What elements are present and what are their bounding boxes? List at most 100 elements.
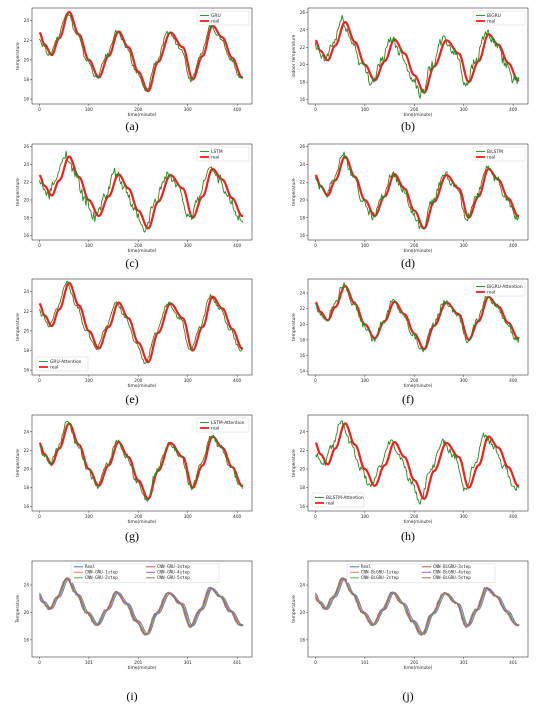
y-tick-label: 24 xyxy=(300,583,306,588)
x-axis-label: time(minute) xyxy=(128,112,157,118)
legend-label: CNN-GRU-2step xyxy=(85,575,118,580)
x-tick-label: 0 xyxy=(38,660,41,665)
y-tick-label: 16 xyxy=(24,504,30,509)
x-axis-label: time(minute) xyxy=(128,248,157,254)
y-axis-label: temperature xyxy=(15,313,21,341)
legend-label: CNN-BiGRU-1step xyxy=(361,570,399,575)
legend-box xyxy=(70,563,220,583)
panel-tag: (c) xyxy=(125,256,138,270)
plot-frame xyxy=(307,560,529,658)
panel-tag: (h) xyxy=(401,529,415,543)
series-line-real xyxy=(314,284,520,351)
x-tick-label: 301 xyxy=(184,660,192,665)
y-tick-label: 16 xyxy=(24,233,30,238)
legend-label: Real xyxy=(361,564,372,569)
x-tick-label: 300 xyxy=(184,514,192,519)
x-tick-label: 0 xyxy=(38,243,41,248)
x-tick-label: 300 xyxy=(184,243,192,248)
series-layer xyxy=(38,150,244,233)
y-tick-label: 20 xyxy=(24,467,30,472)
plot-frame xyxy=(307,7,529,105)
y-tick-label: 24 xyxy=(300,162,306,167)
series-line-CNN-GRU-2step xyxy=(39,577,244,636)
y-tick-label: 18 xyxy=(24,485,30,490)
x-tick-label: 400 xyxy=(233,378,241,383)
legend-label: real xyxy=(211,426,219,432)
x-tick-label: 200 xyxy=(134,243,142,248)
y-tick-label: 26 xyxy=(24,144,30,149)
x-tick-label: 200 xyxy=(410,514,418,519)
legend-label: real xyxy=(326,501,334,507)
chart-panel-f: 0 100 200 300 400 14 16 18 20 22 24 time(minute) tem… xyxy=(291,278,529,406)
series-line-real xyxy=(314,20,520,94)
legend-box xyxy=(472,10,526,26)
y-tick-label: 16 xyxy=(300,504,306,509)
chart-panel-b: 0 100 200 300 400 16 18 20 22 24 26 time(minute) ind… xyxy=(291,7,529,133)
y-tick-label: 16 xyxy=(300,637,306,642)
panel-tag: (j) xyxy=(402,689,413,703)
legend-label: CNN-BiGRU-4step xyxy=(433,570,471,575)
series-line-Real xyxy=(39,578,244,635)
y-axis-label: temperature xyxy=(15,42,21,70)
y-tick-label: 20 xyxy=(24,328,30,333)
panel-tag: (a) xyxy=(125,119,138,133)
x-tick-label: 100 xyxy=(85,378,93,383)
y-tick-label: 20 xyxy=(300,198,306,203)
y-tick-label: 18 xyxy=(300,485,306,490)
legend-box xyxy=(311,492,365,508)
plot-frame xyxy=(31,143,253,241)
y-tick-label: 18 xyxy=(24,348,30,353)
series-line-real xyxy=(38,281,244,364)
legend-label: real xyxy=(211,19,219,25)
series-layer xyxy=(38,280,244,365)
y-tick-label: 20 xyxy=(300,467,306,472)
x-tick-label: 200 xyxy=(410,107,418,112)
x-tick-label: 301 xyxy=(460,660,468,665)
x-tick-label: 100 xyxy=(85,514,93,519)
x-tick-label: 200 xyxy=(410,243,418,248)
chart-panel-g: 0 100 200 300 400 16 18 20 22 24 time(minute) tempe… xyxy=(15,414,253,543)
legend-label: CNN-BiGRU-5step xyxy=(433,575,471,580)
y-tick-label: 16 xyxy=(24,97,30,102)
chart-panel-h: 0 100 200 300 400 16 18 20 22 24 time(minute) tempe… xyxy=(291,414,529,543)
chart-panel-e: 0 100 200 300 400 16 18 20 22 24 time(minute) tempe… xyxy=(15,278,253,406)
y-tick-label: 24 xyxy=(300,429,306,434)
y-tick-label: 18 xyxy=(300,215,306,220)
x-tick-label: 0 xyxy=(314,378,317,383)
series-line-LSTM xyxy=(38,150,244,233)
series-line-real xyxy=(38,10,244,93)
legend-box xyxy=(472,146,526,162)
y-axis-label: temperature xyxy=(291,595,297,623)
y-tick-label: 26 xyxy=(300,10,306,15)
x-tick-label: 200 xyxy=(134,514,142,519)
series-line-CNN-GRU-1step xyxy=(39,578,244,635)
x-axis-label: time(minute) xyxy=(404,665,433,671)
chart-panel-c: 0 100 200 300 400 16 18 20 22 24 26 time(minute) tem… xyxy=(15,143,253,270)
series-layer xyxy=(314,14,520,99)
x-tick-label: 100 xyxy=(361,243,369,248)
y-tick-label: 24 xyxy=(24,583,30,588)
legend-label: BiLSTM-Attention xyxy=(326,495,364,501)
series-layer xyxy=(38,420,244,502)
y-tick-label: 20 xyxy=(300,322,306,327)
panel-tag: (i) xyxy=(126,689,137,703)
legend-label: CNN-BiGRU-2step xyxy=(361,575,399,580)
legend-box xyxy=(472,281,526,297)
legend-label: BiLSTM xyxy=(487,149,503,155)
panel-tag: (g) xyxy=(125,529,139,543)
y-tick-label: 22 xyxy=(300,180,306,185)
plot-frame xyxy=(307,278,529,376)
y-tick-label: 24 xyxy=(300,27,306,32)
y-tick-label: 24 xyxy=(300,291,306,296)
y-tick-label: 22 xyxy=(24,309,30,314)
x-tick-label: 300 xyxy=(460,243,468,248)
x-tick-label: 400 xyxy=(509,378,517,383)
x-tick-label: 200 xyxy=(134,378,142,383)
